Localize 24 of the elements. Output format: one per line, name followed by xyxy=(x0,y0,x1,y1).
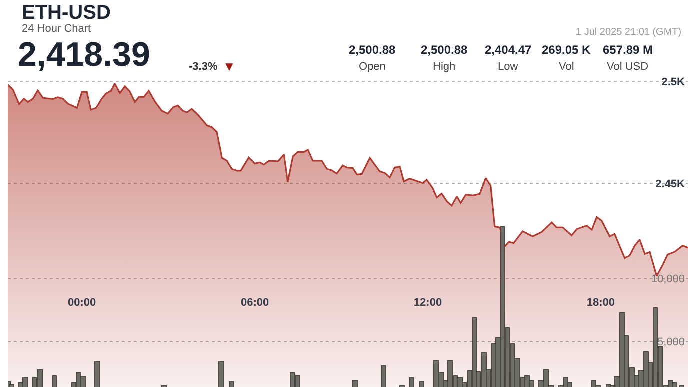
annotation: High xyxy=(433,61,456,73)
annotation: -3.3% xyxy=(189,61,218,73)
annotation: 269.05 K xyxy=(542,43,592,57)
y-tick-label: 2.45K xyxy=(656,178,686,190)
annotation: 2,500.88 xyxy=(421,43,468,57)
annotation: 1 Jul 2025 21:01 (GMT) xyxy=(576,27,682,38)
x-tick-label: 12:00 xyxy=(414,297,442,310)
x-tick-label: 18:00 xyxy=(586,297,616,310)
annotation: 2,418.39 xyxy=(18,36,150,74)
annotation: ▼ xyxy=(223,59,236,74)
annotation: Vol xyxy=(559,61,574,73)
annotation: 2,404.47 xyxy=(485,43,532,57)
y-tick-label: 2.5K xyxy=(662,76,686,88)
annotation: Open xyxy=(359,61,386,73)
annotation: 657.89 M xyxy=(603,43,654,57)
annotation: Vol USD xyxy=(607,61,649,73)
annotation: Low xyxy=(498,61,518,73)
y2-tick-label: 10,000 xyxy=(651,274,685,286)
annotation: 2,500.88 xyxy=(349,43,396,57)
y2-tick-label: 5,000 xyxy=(657,336,685,349)
x-tick-label: 00:00 xyxy=(68,297,96,310)
x-tick-label: 06:00 xyxy=(240,297,270,310)
chart-title: ETH-USD xyxy=(22,2,111,24)
text: 24 Hour Chart xyxy=(22,23,92,35)
